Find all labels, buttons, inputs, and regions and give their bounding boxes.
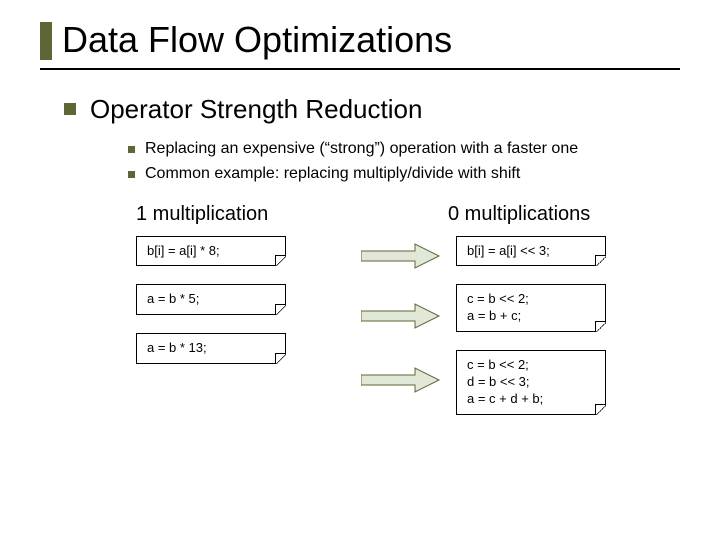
title-underline [40, 68, 680, 70]
code-box-before: a = b * 5; [136, 284, 286, 315]
title-accent-bar [40, 22, 52, 60]
code-line: b[i] = a[i] << 3; [467, 243, 595, 260]
bullet-square-small-icon [128, 146, 135, 153]
list-item: Common example: replacing multiply/divid… [128, 164, 680, 185]
list-text: Replacing an expensive (“strong”) operat… [145, 139, 578, 160]
title-row: Data Flow Optimizations [40, 20, 680, 60]
arrow-right-icon [361, 242, 441, 270]
code-line: d = b << 3; [467, 374, 595, 391]
list-item: Replacing an expensive (“strong”) operat… [128, 139, 680, 160]
code-line: b[i] = a[i] * 8; [147, 243, 275, 260]
code-box-before: a = b * 13; [136, 333, 286, 364]
before-header: 1 multiplication [136, 203, 346, 226]
code-line: a = b + c; [467, 308, 595, 325]
after-header: 0 multiplications [448, 203, 636, 226]
arrow-right-icon [361, 366, 441, 394]
bullet-square-small-icon [128, 171, 135, 178]
code-box-after: c = b << 2; a = b + c; [456, 284, 606, 332]
section-row: Operator Strength Reduction [64, 94, 680, 125]
code-box-after: c = b << 2; d = b << 3; a = c + d + b; [456, 350, 606, 415]
example-columns: 1 multiplication b[i] = a[i] * 8; a = b … [136, 203, 680, 433]
code-line: a = b * 13; [147, 340, 275, 357]
arrow-column: . [356, 203, 446, 433]
code-line: a = b * 5; [147, 291, 275, 308]
arrow-right-icon [361, 302, 441, 330]
code-box-after: b[i] = a[i] << 3; [456, 236, 606, 267]
slide: Data Flow Optimizations Operator Strengt… [0, 0, 720, 540]
code-line: c = b << 2; [467, 357, 595, 374]
after-column: 0 multiplications b[i] = a[i] << 3; c = … [456, 203, 636, 433]
bullet-list: Replacing an expensive (“strong”) operat… [128, 139, 680, 185]
code-line: a = c + d + b; [467, 391, 595, 408]
before-column: 1 multiplication b[i] = a[i] * 8; a = b … [136, 203, 346, 433]
bullet-square-icon [64, 103, 76, 115]
section-heading: Operator Strength Reduction [90, 94, 422, 125]
code-line: c = b << 2; [467, 291, 595, 308]
slide-title: Data Flow Optimizations [62, 20, 452, 60]
code-box-before: b[i] = a[i] * 8; [136, 236, 286, 267]
list-text: Common example: replacing multiply/divid… [145, 164, 520, 185]
